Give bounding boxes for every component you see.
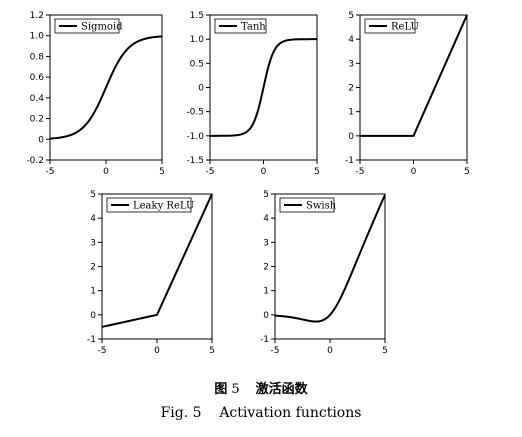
- y-tick-label: 0: [263, 311, 269, 321]
- chart-relu: -1 0 1 2 3 4 5 -5 0 5 ReLU: [345, 11, 470, 177]
- y-tick-label: 0.6: [30, 73, 45, 83]
- y-tick-label: 2: [263, 263, 269, 273]
- x-tick-label: 5: [382, 346, 388, 356]
- y-tick-label: 0.4: [30, 94, 45, 104]
- y-tick-label: -1.0: [186, 132, 204, 142]
- caption-cn-title: 激活函数: [255, 382, 308, 397]
- y-tick-label: 1.5: [190, 11, 204, 21]
- x-tick-label: 0: [411, 167, 417, 177]
- series-line-leaky-relu: [101, 193, 213, 328]
- y-tick-label: -1: [260, 335, 269, 345]
- x-tick-label: -5: [356, 167, 365, 177]
- series-line-tanh: [210, 38, 317, 137]
- y-tick-label: 1: [263, 287, 269, 297]
- y-tick-label: 4: [263, 214, 269, 224]
- y-tick-label: -0.2: [26, 156, 44, 166]
- plot-frame: [359, 14, 468, 161]
- legend-box: [106, 197, 192, 213]
- y-tick-label: 0: [90, 311, 96, 321]
- y-tick-label: 0.2: [30, 115, 44, 125]
- legend-label: Swish: [306, 201, 337, 212]
- x-tick-label: 0: [327, 346, 333, 356]
- y-tick-label: 4: [348, 35, 354, 45]
- legend-label: Sigmoid: [81, 22, 123, 33]
- y-tick-label: 1: [348, 108, 354, 118]
- x-tick-label: 0: [154, 346, 160, 356]
- y-tick-label: 2: [348, 84, 354, 94]
- y-tick-label: 0.5: [190, 59, 204, 69]
- y-tick-label: 5: [348, 11, 354, 21]
- y-tick-label: 2: [90, 263, 96, 273]
- series-line-relu: [360, 14, 468, 137]
- series-line-sigmoid: [49, 35, 163, 140]
- x-tick-label: -5: [98, 346, 107, 356]
- legend-box: [364, 18, 416, 34]
- legend-label: ReLU: [391, 22, 419, 33]
- series-line-swish: [274, 194, 386, 323]
- x-tick-label: 5: [464, 167, 470, 177]
- legend-label: Leaky ReLU: [133, 201, 194, 212]
- x-tick-label: -5: [46, 167, 55, 177]
- y-tick-label: -1: [87, 335, 96, 345]
- y-tick-label: 1.0: [30, 32, 45, 42]
- chart-tanh: -1.5 -1.0 -0.5 0 0.5 1.0 1.5 -5 0 5 Tanh: [186, 11, 320, 177]
- legend-label: Tanh: [241, 22, 266, 33]
- y-tick-label: -1: [345, 156, 354, 166]
- legend-box: [279, 197, 335, 213]
- y-tick-label: 5: [263, 190, 269, 200]
- y-tick-label: 3: [263, 238, 269, 248]
- y-tick-label: 0.8: [30, 52, 45, 62]
- y-tick-label: 1: [90, 287, 96, 297]
- y-tick-label: -0.5: [186, 108, 204, 118]
- x-tick-label: 5: [314, 167, 320, 177]
- chart-sigmoid: -0.2 0 0.2 0.4 0.6 0.8 1.0 1.2 -5 0 5 Sigmoid: [26, 11, 165, 177]
- y-tick-label: 0: [198, 84, 204, 94]
- legend-box: [214, 18, 267, 34]
- caption-cn-number: 5: [231, 382, 240, 397]
- chart-leaky-relu: -1 0 1 2 3 4 5 -5 0 5 Leaky ReLU: [87, 190, 215, 356]
- x-tick-label: 0: [261, 167, 267, 177]
- y-tick-label: -1.5: [186, 156, 204, 166]
- y-tick-label: 4: [90, 214, 96, 224]
- plot-frame: [101, 193, 213, 340]
- y-tick-label: 3: [90, 238, 96, 248]
- x-tick-label: 5: [159, 167, 165, 177]
- figure-caption-en: Fig. 5 Activation functions: [160, 405, 362, 421]
- y-tick-label: 0: [38, 135, 44, 145]
- legend-box: [54, 18, 120, 34]
- y-tick-label: 0: [348, 132, 354, 142]
- chart-swish: -1 0 1 2 3 4 5 -5 0 5 Swish: [260, 190, 388, 356]
- x-tick-label: 5: [209, 346, 215, 356]
- x-tick-label: -5: [271, 346, 280, 356]
- y-tick-label: 1.2: [30, 11, 44, 21]
- y-tick-label: 3: [348, 59, 354, 69]
- y-tick-label: 1.0: [190, 35, 205, 45]
- x-tick-label: 0: [103, 167, 109, 177]
- caption-cn-prefix: 图: [214, 382, 228, 397]
- figure-caption-cn: 图 5 激活函数: [0, 378, 522, 397]
- y-tick-label: 5: [90, 190, 96, 200]
- x-tick-label: -5: [206, 167, 215, 177]
